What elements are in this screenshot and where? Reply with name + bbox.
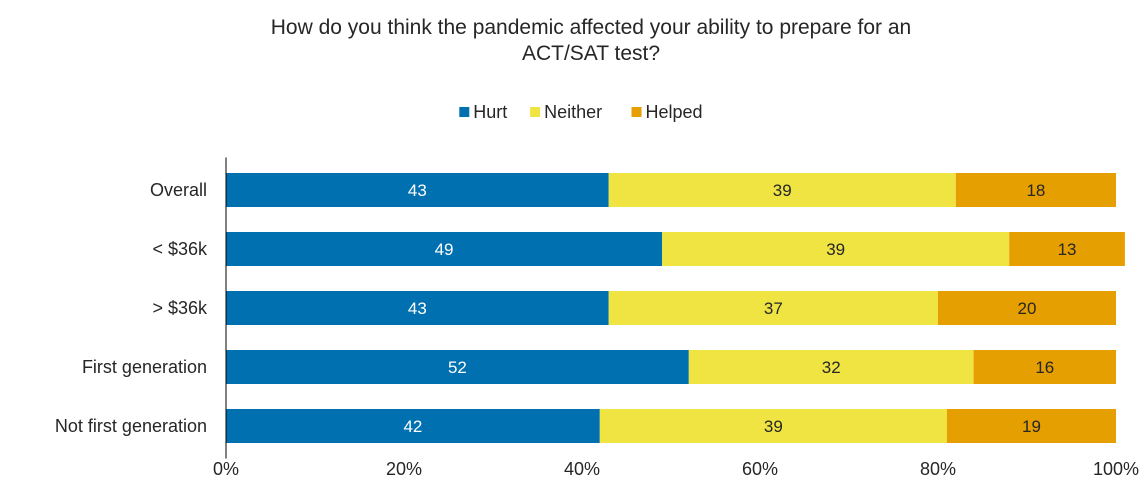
data-label-hurt-not-first-generation: 42 xyxy=(403,417,422,436)
bar-hurt-not-first-generation xyxy=(226,409,600,443)
bar-hurt-overall xyxy=(226,173,609,207)
legend-swatch-helped xyxy=(631,107,642,117)
bar-neither-overall xyxy=(608,173,956,207)
category-label-36k: > $36k xyxy=(152,298,208,318)
data-label-hurt-first-generation: 52 xyxy=(448,358,467,377)
x-tick-label-80: 80% xyxy=(920,459,956,479)
data-label-helped-not-first-generation: 19 xyxy=(1022,417,1041,436)
x-tick-label-60: 60% xyxy=(742,459,778,479)
bar-helped-overall xyxy=(955,173,1116,207)
category-label-first-generation: First generation xyxy=(82,357,207,377)
bar-neither-36k xyxy=(608,291,938,325)
data-label-neither-36k: 37 xyxy=(764,299,783,318)
bar-hurt-36k xyxy=(226,291,609,325)
data-label-helped-36k: 20 xyxy=(1018,299,1037,318)
category-label-overall: Overall xyxy=(150,180,207,200)
legend: Hurt Neither Helped xyxy=(459,102,703,122)
data-label-hurt-overall: 43 xyxy=(408,181,427,200)
category-label-36k: < $36k xyxy=(152,239,208,259)
category-label-not-first-generation: Not first generation xyxy=(55,416,207,436)
data-label-neither-not-first-generation: 39 xyxy=(764,417,783,436)
x-tick-label-40: 40% xyxy=(564,459,600,479)
chart-title-line-1: How do you think the pandemic affected y… xyxy=(271,16,912,39)
data-label-hurt-36k: 49 xyxy=(435,240,454,259)
chart-title-line-2: ACT/SAT test? xyxy=(522,42,660,65)
data-label-helped-overall: 18 xyxy=(1026,181,1045,200)
bar-neither-not-first-generation xyxy=(599,409,947,443)
bar-hurt-36k xyxy=(226,232,663,266)
bar-neither-first-generation xyxy=(688,350,974,384)
legend-swatch-hurt xyxy=(459,107,470,117)
legend-label-hurt: Hurt xyxy=(473,102,507,122)
legend-label-helped: Helped xyxy=(646,102,703,122)
data-label-helped-first-generation: 16 xyxy=(1035,358,1054,377)
bar-helped-36k xyxy=(1009,232,1125,266)
x-tick-label-100: 100% xyxy=(1093,459,1139,479)
data-label-neither-36k: 39 xyxy=(826,240,845,259)
x-tick-label-0: 0% xyxy=(213,459,239,479)
legend-swatch-neither xyxy=(530,107,541,117)
legend-label-neither: Neither xyxy=(544,102,602,122)
x-axis-ticks: 0% 20% 40% 60% 80% 100% xyxy=(213,459,1139,479)
bar-hurt-first-generation xyxy=(226,350,689,384)
data-label-helped-36k: 13 xyxy=(1058,240,1077,259)
bar-neither-36k xyxy=(662,232,1010,266)
bar-helped-not-first-generation xyxy=(946,409,1116,443)
bars: 43 39 18 49 39 13 43 37 20 52 32 16 42 39 19 xyxy=(226,173,1125,443)
category-labels: Overall < $36k > $36k First generation Not f… xyxy=(55,180,208,436)
data-label-neither-overall: 39 xyxy=(773,181,792,200)
data-label-hurt-36k: 43 xyxy=(408,299,427,318)
x-tick-label-20: 20% xyxy=(386,459,422,479)
data-label-neither-first-generation: 32 xyxy=(822,358,841,377)
bar-helped-first-generation xyxy=(973,350,1116,384)
bar-helped-36k xyxy=(938,291,1116,325)
